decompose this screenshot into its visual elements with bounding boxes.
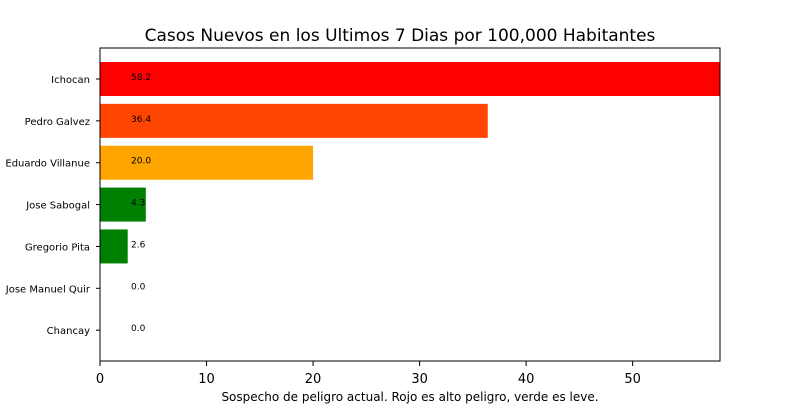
bars-group	[100, 62, 720, 264]
data-label-1: 36.4	[131, 115, 151, 125]
data-label-2: 20.0	[131, 157, 151, 167]
bar-2	[100, 145, 314, 180]
category-label-0: Ichocan	[51, 75, 90, 86]
x-tick-label-3: 30	[411, 372, 428, 387]
data-label-5: 0.0	[131, 282, 146, 292]
chart-title: Casos Nuevos en los Ultimos 7 Dias por 1…	[145, 26, 656, 46]
x-tick-label-4: 40	[518, 372, 535, 387]
data-labels: 58.2 36.4 20.0 4.3 2.6 0.0 0.0	[131, 73, 151, 334]
x-tick-label-1: 10	[198, 372, 215, 387]
data-label-0: 58.2	[131, 73, 151, 83]
category-label-6: Chancay	[47, 326, 90, 337]
x-axis-label: Sospecho de peligro actual. Rojo es alto…	[221, 390, 598, 404]
category-labels: Ichocan Pedro Galvez Eduardo Villanue Jose …	[5, 75, 91, 337]
x-tick-label-5: 50	[624, 372, 641, 387]
bar-0	[100, 62, 720, 96]
bar-3	[100, 187, 146, 222]
x-tick-label-2: 20	[305, 372, 322, 387]
category-label-2: Eduardo Villanue	[5, 159, 90, 170]
data-label-3: 4.3	[131, 199, 145, 209]
y-ticks	[96, 78, 100, 331]
category-label-4: Gregorio Pita	[25, 242, 90, 253]
category-label-1: Pedro Galvez	[25, 117, 90, 128]
x-tick-label-0: 0	[96, 372, 104, 387]
bar-1	[100, 103, 488, 138]
bar-4	[100, 229, 128, 264]
category-label-5: Jose Manuel Quir	[5, 284, 91, 295]
data-label-6: 0.0	[131, 324, 146, 334]
data-label-4: 2.6	[131, 240, 146, 250]
x-ticks: 0 10 20 30 40 50	[96, 361, 641, 387]
category-label-3: Jose Sabogal	[25, 201, 90, 212]
